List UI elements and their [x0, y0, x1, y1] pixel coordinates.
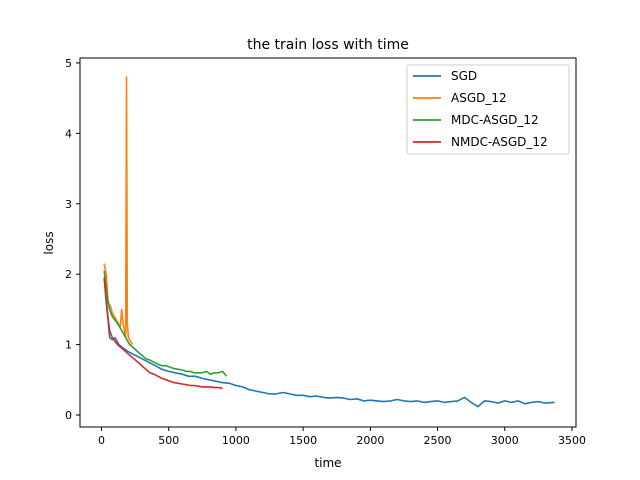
chart-title: the train loss with time [247, 37, 409, 53]
x-tick-label: 2500 [424, 434, 452, 447]
series-line-sgd [103, 277, 555, 408]
legend-box [406, 64, 570, 155]
x-tick-label: 0 [98, 434, 105, 447]
legend: SGD ASGD_12 MDC-ASGD_12 NMDC-ASGD_12 [406, 64, 570, 155]
y-tick-label: 5 [65, 57, 72, 70]
y-tick-label: 4 [65, 127, 72, 140]
x-tick-label: 3500 [558, 434, 586, 447]
plot-area [103, 76, 555, 408]
legend-label: NMDC-ASGD_12 [451, 135, 548, 149]
x-tick-label: 500 [158, 434, 179, 447]
axes-frame [79, 57, 577, 428]
legend-label: SGD [451, 69, 477, 83]
x-tick-label: 2000 [356, 434, 384, 447]
y-tick-label: 2 [65, 268, 72, 281]
y-axis-label: loss [42, 231, 56, 254]
y-tick-label: 1 [65, 339, 72, 352]
x-axis: 0 500 1000 1500 2000 2500 3000 3500 [98, 427, 586, 447]
x-tick-label: 3000 [491, 434, 519, 447]
x-tick-label: 1000 [222, 434, 250, 447]
series-line-nmdc-asgd-12 [103, 277, 223, 390]
series-line-mdc-asgd-12 [103, 270, 228, 377]
series-line-asgd-12 [103, 76, 134, 345]
y-tick-label: 0 [65, 409, 72, 422]
y-tick-label: 3 [65, 198, 72, 211]
y-axis: 0 1 2 3 4 5 [65, 57, 80, 422]
x-axis-label: time [314, 456, 341, 470]
x-tick-label: 1500 [289, 434, 317, 447]
legend-label: MDC-ASGD_12 [451, 113, 539, 127]
legend-label: ASGD_12 [451, 91, 507, 105]
